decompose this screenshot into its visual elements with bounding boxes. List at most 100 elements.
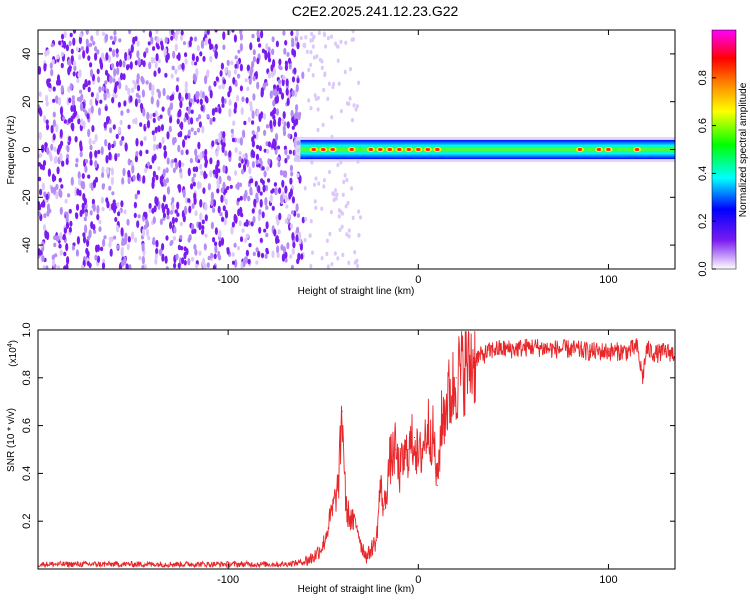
noise-dot: [226, 59, 230, 67]
noise-dot: [46, 231, 50, 241]
snr-data-point: [436, 484, 438, 486]
noise-dot: [236, 246, 241, 251]
noise-dot: [76, 236, 80, 245]
noise-dot: [47, 78, 51, 83]
noise-dot: [148, 61, 152, 70]
noise-dot: [94, 134, 98, 142]
noise-dot: [105, 52, 109, 61]
noise-dot: [280, 92, 285, 100]
noise-dot: [159, 114, 163, 119]
noise-dot: [136, 190, 141, 195]
noise-dot: [38, 162, 41, 167]
snr-data-point: [394, 448, 397, 451]
noise-dot: [115, 52, 119, 58]
noise-dot: [249, 186, 253, 196]
noise-dot: [233, 107, 237, 114]
snr-data-point: [484, 353, 486, 355]
noise-dot: [202, 55, 206, 62]
noise-dot: [351, 30, 355, 34]
noise-dot: [259, 237, 263, 243]
noise-dot: [224, 209, 228, 218]
noise-dot: [253, 198, 257, 208]
noise-dot: [83, 216, 87, 222]
noise-dot: [157, 89, 161, 99]
noise-dot: [288, 63, 292, 70]
noise-dot: [108, 151, 112, 161]
noise-dot: [234, 259, 238, 268]
noise-dot: [349, 66, 352, 72]
noise-dot: [287, 57, 292, 64]
noise-dot: [112, 49, 116, 58]
noise-dot: [334, 188, 337, 193]
noise-dot: [252, 93, 256, 101]
noise-dot: [172, 50, 176, 59]
noise-dot: [269, 194, 273, 204]
noise-dot: [112, 124, 116, 130]
noise-dot: [228, 150, 232, 158]
noise-dot: [193, 196, 197, 205]
noise-dot: [159, 218, 163, 225]
noise-dot: [174, 43, 178, 52]
noise-dot: [154, 252, 158, 259]
noise-dot: [193, 36, 198, 42]
noise-dot: [102, 258, 106, 264]
noise-dot: [127, 176, 131, 185]
snr-data-point: [645, 348, 648, 350]
snr-data-point: [151, 563, 153, 565]
noise-dot: [321, 122, 325, 128]
noise-dot: [350, 118, 354, 123]
noise-dot: [142, 30, 146, 33]
noise-dot: [143, 263, 147, 269]
noise-dot: [275, 94, 279, 104]
noise-dot: [127, 169, 131, 177]
noise-dot: [267, 51, 271, 60]
noise-dot: [244, 189, 248, 199]
noise-dot: [201, 225, 205, 231]
noise-dot: [78, 96, 83, 103]
noise-dot: [101, 52, 105, 61]
noise-dot: [75, 249, 79, 257]
noise-dot: [299, 36, 303, 41]
noise-dot: [177, 52, 181, 61]
noise-dot: [190, 183, 194, 190]
noise-dot: [89, 62, 93, 68]
noise-dot: [56, 166, 60, 175]
snr-data-point: [417, 460, 419, 463]
x-tick-label: 0: [415, 274, 421, 286]
noise-dot: [287, 214, 291, 219]
noise-dot: [239, 195, 243, 201]
noise-dot: [68, 136, 72, 143]
noise-dot: [43, 213, 47, 219]
noise-dot: [83, 197, 87, 206]
noise-dot: [64, 198, 68, 204]
snr-data-point: [383, 508, 385, 510]
noise-dot: [92, 179, 97, 189]
noise-dot: [177, 244, 181, 251]
noise-dot: [184, 135, 188, 141]
noise-dot: [62, 116, 66, 121]
noise-dot: [198, 221, 202, 231]
noise-dot: [96, 68, 100, 75]
noise-dot: [118, 81, 122, 90]
snr-data-point: [413, 436, 416, 439]
noise-dot: [108, 185, 112, 191]
noise-dot: [100, 146, 104, 156]
noise-dot: [347, 228, 351, 233]
noise-dot: [76, 114, 80, 120]
noise-dot: [65, 211, 69, 221]
noise-dot: [133, 212, 137, 219]
noise-dot: [218, 229, 222, 238]
noise-dot: [47, 168, 52, 177]
snr-data-point: [427, 425, 429, 427]
noise-dot: [204, 214, 208, 222]
noise-dot: [54, 156, 58, 163]
signal-peak: [397, 147, 402, 152]
noise-dot: [320, 59, 324, 64]
noise-dot: [209, 55, 213, 63]
noise-dot: [262, 113, 266, 119]
noise-dot: [44, 142, 48, 148]
noise-dot: [224, 67, 228, 74]
noise-dot: [195, 166, 199, 173]
snr-data-point: [389, 460, 391, 463]
noise-dot: [60, 51, 64, 57]
